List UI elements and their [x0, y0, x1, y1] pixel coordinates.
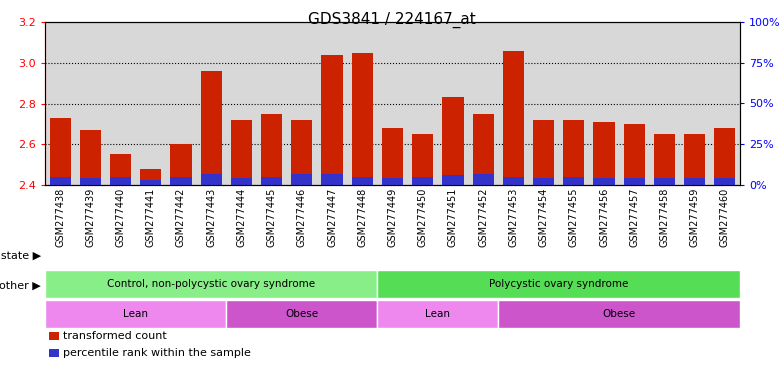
- Bar: [377, 300, 499, 328]
- Bar: [593, 122, 615, 185]
- Text: Control, non-polycystic ovary syndrome: Control, non-polycystic ovary syndrome: [107, 279, 315, 289]
- Bar: [321, 55, 343, 185]
- Bar: [230, 120, 252, 185]
- Text: disease state ▶: disease state ▶: [0, 251, 41, 261]
- Bar: [352, 177, 373, 185]
- Bar: [201, 71, 222, 185]
- Bar: [593, 179, 615, 185]
- Bar: [654, 179, 675, 185]
- Bar: [45, 300, 227, 328]
- Text: GDS3841 / 224167_at: GDS3841 / 224167_at: [308, 12, 476, 28]
- Bar: [684, 179, 706, 185]
- Bar: [110, 154, 131, 185]
- Bar: [623, 179, 644, 185]
- Bar: [503, 51, 524, 185]
- Bar: [382, 128, 403, 185]
- Bar: [499, 300, 740, 328]
- Bar: [442, 175, 463, 185]
- Bar: [714, 179, 735, 185]
- Bar: [473, 174, 494, 185]
- Text: Lean: Lean: [426, 309, 450, 319]
- Bar: [227, 300, 377, 328]
- Bar: [714, 128, 735, 185]
- Bar: [49, 118, 71, 185]
- Bar: [684, 134, 706, 185]
- Text: percentile rank within the sample: percentile rank within the sample: [63, 348, 251, 358]
- Bar: [377, 270, 740, 298]
- Bar: [533, 179, 554, 185]
- Bar: [170, 177, 191, 185]
- Bar: [45, 270, 377, 298]
- Text: Lean: Lean: [123, 309, 148, 319]
- Bar: [412, 177, 434, 185]
- Bar: [412, 134, 434, 185]
- Bar: [442, 98, 463, 185]
- Bar: [503, 177, 524, 185]
- Bar: [140, 169, 162, 185]
- Bar: [533, 120, 554, 185]
- Bar: [80, 130, 101, 185]
- Bar: [80, 179, 101, 185]
- Bar: [563, 120, 584, 185]
- Bar: [654, 134, 675, 185]
- Text: Obese: Obese: [285, 309, 318, 319]
- Bar: [261, 114, 282, 185]
- Bar: [473, 114, 494, 185]
- Bar: [292, 174, 312, 185]
- Bar: [110, 177, 131, 185]
- Bar: [201, 174, 222, 185]
- Bar: [49, 177, 71, 185]
- Bar: [230, 179, 252, 185]
- Bar: [563, 177, 584, 185]
- Bar: [382, 179, 403, 185]
- Text: transformed count: transformed count: [63, 331, 167, 341]
- Bar: [623, 124, 644, 185]
- Text: Obese: Obese: [603, 309, 636, 319]
- Bar: [321, 174, 343, 185]
- Bar: [261, 177, 282, 185]
- Bar: [140, 180, 162, 185]
- Bar: [170, 144, 191, 185]
- Bar: [292, 120, 312, 185]
- Text: other ▶: other ▶: [0, 281, 41, 291]
- Bar: [352, 53, 373, 185]
- Text: Polycystic ovary syndrome: Polycystic ovary syndrome: [489, 279, 629, 289]
